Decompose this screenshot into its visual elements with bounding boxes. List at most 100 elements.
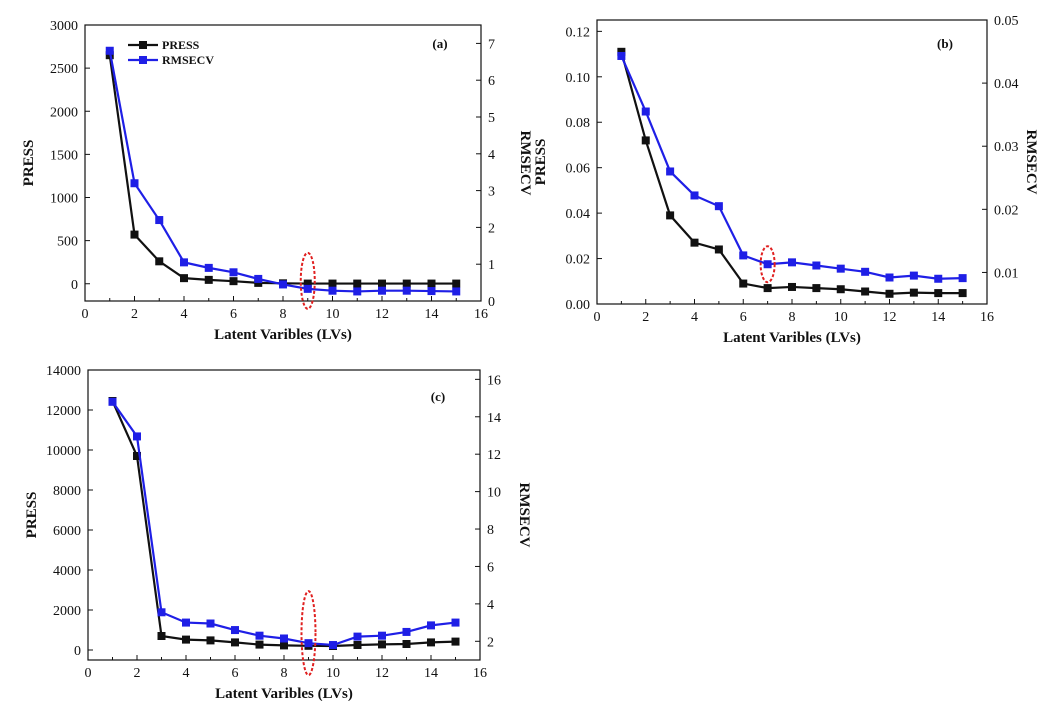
y-left-tick-label: 6000: [53, 524, 81, 539]
data-point-rmsecv: [812, 261, 821, 270]
x-tick-label: 14: [424, 666, 438, 681]
data-point-rmsecv: [180, 258, 188, 267]
data-point-press: [303, 279, 312, 288]
data-point-rmsecv: [451, 618, 460, 627]
data-point-press: [885, 289, 894, 298]
data-point-press: [714, 245, 723, 254]
data-point-rmsecv: [255, 631, 264, 640]
legend-marker: [139, 56, 147, 64]
data-point-press: [812, 284, 821, 293]
data-point-press: [182, 635, 190, 644]
data-point-rmsecv: [666, 167, 675, 176]
data-point-rmsecv: [885, 273, 894, 282]
data-point-press: [402, 279, 411, 288]
data-point-press: [427, 638, 435, 647]
x-tick-label: 14: [931, 310, 945, 325]
y-left-tick-label: 0: [71, 278, 78, 293]
legend-label: PRESS: [162, 38, 200, 52]
data-point-press: [157, 632, 166, 640]
y-left-tick-label: 2500: [50, 62, 78, 77]
data-point-rmsecv: [279, 280, 287, 289]
data-point-press: [451, 637, 460, 646]
data-point-rmsecv: [763, 260, 772, 269]
x-tick-label: 6: [740, 310, 747, 325]
y-right-tick-label: 4: [488, 148, 495, 163]
y-right-tick-label: 0.04: [994, 77, 1019, 92]
x-tick-label: 16: [474, 307, 488, 322]
y-left-tick-label: 1500: [50, 148, 78, 163]
data-point-rmsecv: [836, 264, 845, 273]
y-right-tick-label: 6: [487, 560, 494, 575]
y-left-tick-label: 0.00: [566, 298, 591, 313]
y-right-tick-label: 3: [488, 185, 495, 200]
y-right-tick-label: 4: [487, 598, 494, 613]
data-point-press: [666, 211, 675, 220]
y-right-axis-label: RMSECV: [516, 482, 532, 547]
panel-1: 0 2 4 6 8 10 12 14 16050010001500200025003000012…: [21, 19, 533, 343]
y-left-tick-label: 0.02: [566, 253, 591, 268]
data-point-press: [909, 288, 918, 297]
y-left-tick-label: 0.10: [566, 71, 591, 86]
x-tick-label: 8: [281, 666, 288, 681]
x-tick-label: 10: [326, 666, 340, 681]
selected-lv-marker: [300, 590, 317, 677]
y-left-tick-label: 4000: [53, 564, 81, 579]
data-point-rmsecv: [303, 284, 312, 293]
data-point-press: [452, 279, 461, 288]
panel-label: (a): [432, 36, 447, 51]
data-point-rmsecv: [206, 619, 215, 628]
data-point-press: [231, 638, 239, 647]
data-point-rmsecv: [229, 268, 238, 277]
data-point-press: [690, 238, 699, 247]
x-tick-label: 10: [834, 310, 848, 325]
data-point-press: [133, 452, 141, 460]
x-tick-label: 16: [473, 666, 487, 681]
data-point-rmsecv: [402, 286, 411, 295]
y-left-tick-label: 0.04: [566, 207, 591, 222]
y-right-tick-label: 12: [487, 448, 501, 463]
y-right-tick-label: 2: [487, 635, 494, 650]
data-point-press: [958, 289, 967, 298]
data-point-rmsecv: [714, 202, 723, 211]
data-point-rmsecv: [105, 46, 114, 55]
data-point-rmsecv: [353, 632, 362, 641]
x-tick-label: 12: [375, 666, 389, 681]
y-left-tick-label: 14000: [46, 364, 81, 379]
x-tick-label: 8: [789, 310, 796, 325]
data-point-rmsecv: [378, 286, 386, 295]
y-right-tick-label: 16: [487, 373, 501, 388]
x-tick-label: 12: [883, 310, 897, 325]
data-point-press: [402, 640, 411, 648]
data-point-press: [378, 640, 386, 649]
data-point-rmsecv: [427, 287, 436, 296]
y-right-tick-label: 0.01: [994, 266, 1019, 281]
y-right-tick-label: 8: [487, 523, 494, 538]
data-point-rmsecv: [958, 274, 967, 283]
data-point-press: [763, 284, 772, 293]
y-right-tick-label: 14: [487, 411, 501, 426]
x-tick-label: 2: [642, 310, 649, 325]
y-left-tick-label: 0: [74, 644, 81, 659]
data-point-rmsecv: [280, 634, 288, 643]
y-right-tick-label: 2: [488, 221, 495, 236]
data-point-rmsecv: [402, 627, 411, 636]
data-point-rmsecv: [155, 216, 164, 225]
y-left-tick-label: 1000: [50, 192, 78, 207]
x-tick-label: 0: [594, 310, 601, 325]
x-tick-label: 12: [375, 307, 389, 322]
x-tick-label: 0: [85, 666, 92, 681]
y-left-tick-label: 0.06: [566, 162, 591, 177]
data-point-rmsecv: [231, 626, 239, 635]
x-tick-label: 6: [232, 666, 239, 681]
data-point-press: [328, 279, 337, 288]
data-point-press: [206, 636, 215, 645]
y-right-tick-label: 0.02: [994, 203, 1019, 218]
data-point-rmsecv: [329, 641, 337, 650]
y-right-tick-label: 10: [487, 486, 501, 501]
panel-label: (c): [431, 389, 445, 404]
x-tick-label: 8: [280, 307, 287, 322]
data-point-rmsecv: [690, 191, 699, 200]
panel-3: 0 2 4 6 8 10 12 14 16 0 2000 4000 6000 8000 10000 12000…: [24, 364, 532, 701]
